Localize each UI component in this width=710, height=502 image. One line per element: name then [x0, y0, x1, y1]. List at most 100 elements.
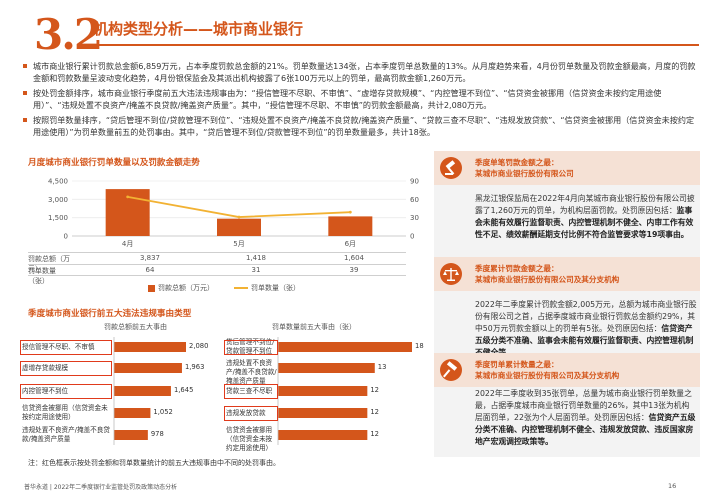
highlight-box: [224, 383, 278, 399]
bar: [217, 218, 261, 236]
table-row: 罚单数量（张） 64 31 39: [28, 264, 406, 285]
table-cell: 1,418: [245, 254, 267, 262]
hbar: [114, 386, 171, 396]
hbar-value: 12: [370, 408, 379, 416]
legend-label: 罚款总额（万元）: [158, 284, 214, 292]
card-title: 季度罚单累计数量之最： 某城市商业银行股份有限公司及其分支机构: [475, 360, 620, 380]
x-tick-label: 6月: [345, 240, 356, 248]
bullet-item: 按处罚金额排序，城市商业银行季度前五大违法违规事由为：“授信管理不尽职、不审慎”…: [22, 87, 697, 111]
bullet-item: 城市商业银行累计罚款总金额6,859万元，占本季度罚款总金额的21%。罚单数量达…: [22, 60, 697, 84]
legend-swatch-bar: [148, 284, 155, 292]
highlight-box: [224, 339, 278, 355]
table-cell: 31: [251, 266, 261, 274]
hbar-category-label: 贷后管理不到位/贷款管理不到位: [226, 338, 275, 355]
hbar-value: 1,645: [173, 386, 194, 394]
card-body: 黑龙江银保监局在2022年4月向某城市商业银行股份有限公司披露了1,260万元的…: [475, 193, 697, 241]
card-body-text: 2022年二季度收到35张罚单，总量为城市商业银行罚单数量之最，占据季度城市商业…: [475, 389, 692, 422]
card-body-text: 黑龙江银保监局在2022年4月向某城市商业银行股份有限公司披露了1,260万元的…: [475, 194, 695, 215]
footer: 普华永道 | 2022年二季度银行业监管处罚及政策动态分析: [24, 484, 178, 491]
y2-tick-label: 0: [410, 233, 414, 241]
hbar-category-label: 信贷资金被挪用（信贷资金未按约定用途使用）: [226, 426, 273, 452]
card-body-bold: 监事会未能有效履行监督职责、内控管理机制不健全、内审工作有效性不足、绩效薪酬延期…: [475, 206, 694, 239]
highlight-box: [20, 360, 112, 376]
section-number: 3.2: [34, 10, 103, 59]
left-hbar-title: 罚款总额前五大事由: [104, 323, 167, 331]
monthly-chart-title: 月度城市商业银行罚单数量以及罚款金额走势: [28, 158, 200, 168]
y2-tick-label: 30: [410, 214, 419, 222]
hbar-value: 12: [370, 430, 379, 438]
page-title: 机构类型分析——城市商业银行: [93, 20, 304, 38]
y2-tick-label: 60: [410, 196, 419, 204]
header-underline: [93, 44, 699, 46]
hbar-value: 1,052: [153, 408, 173, 416]
table-cell: 3,837: [139, 254, 161, 262]
table-cell: 39: [349, 266, 359, 274]
card-body-bold: 信贷资产五级分类不准确、内控管理机制不健全、违规发放贷款、违反国家房地产宏观调控…: [475, 413, 696, 446]
hbar-category-label: 贷款三查不尽职: [226, 386, 273, 395]
bullet-item: 按照罚单数量排序，“贷后管理不到位/贷款管理不到位”、“违规处置不良资产/掩盖不…: [22, 114, 697, 138]
hbar-category-label: 违规发放贷款: [226, 408, 266, 417]
hbar: [278, 342, 412, 352]
x-tick-label: 5月: [233, 240, 244, 248]
hbar-value: 13: [377, 363, 387, 371]
y-tick-label: 0: [64, 233, 68, 241]
row-label-amount: 罚款总额（万元）: [28, 255, 70, 273]
x-tick-label: 4月: [122, 240, 133, 248]
highlight-box: [20, 383, 112, 399]
table-cell: 64: [145, 266, 155, 274]
y-tick-label: 3,000: [48, 196, 68, 204]
hbar: [114, 363, 182, 373]
card-body-text: 2022年二季度累计罚款金额2,005万元，总额为城市商业银行股份有限公司之首，…: [475, 300, 697, 333]
card-header: [434, 151, 700, 185]
hbar-category-label: 内控管理不到位: [22, 386, 69, 395]
footnote: 注：红色框表示按处罚金额和罚单数量统计的前五大违规事由中不同的处罚事由。: [28, 459, 280, 467]
card-body: 2022年二季度收到35张罚单，总量为城市商业银行罚单数量之最，占据季度城市商业…: [475, 388, 697, 448]
page-header: 3.2 机构类型分析——城市商业银行: [0, 0, 710, 59]
gavel-icon: [440, 157, 462, 179]
right-hbar-title: 罚单数量前五大事由（张）: [272, 323, 356, 331]
legend-count: 罚单数量（张）: [234, 283, 300, 293]
legend-swatch-line: [234, 287, 248, 289]
hbar: [114, 430, 148, 440]
card-body-bold: 信贷资产五级分类不准确、监事会未能有效履行监督职责、内控管理机制不健全等。: [475, 324, 694, 357]
summary-bullets: 城市商业银行累计罚款总金额6,859万元，占本季度罚款总金额的21%。罚单数量达…: [22, 60, 697, 141]
line-point: [348, 210, 352, 214]
line-point: [126, 195, 130, 199]
legend-label: 罚单数量（张）: [251, 284, 300, 292]
hbar: [114, 342, 186, 352]
hbar-value: 2,080: [189, 342, 209, 350]
card-header: [434, 353, 700, 387]
page-number: 16: [668, 482, 677, 490]
card-body: 2022年二季度累计罚款金额2,005万元，总额为城市商业银行股份有限公司之首，…: [475, 299, 697, 359]
hbar: [278, 363, 375, 373]
hbar-value: 1,963: [184, 363, 205, 371]
card-title: 季度单笔罚款金额之最： 某城市商业银行股份有限公司: [475, 158, 574, 178]
table-cell: 1,604: [343, 254, 365, 262]
hbar-value: 12: [370, 386, 379, 394]
highlights-panel: [434, 151, 700, 457]
hammer-icon: [440, 359, 462, 381]
scales-icon: [440, 263, 462, 285]
card-header: [434, 257, 700, 291]
hbar-category-label: 信贷资金被挪用（信贷资金未按约定用途使用）: [22, 404, 108, 421]
table-row: 罚款总额（万元） 3,837 1,418 1,604: [28, 252, 406, 273]
card-title: 季度累计罚款金额之最： 某城市商业银行股份有限公司及其分支机构: [475, 264, 620, 284]
highlight-box: [224, 405, 278, 421]
hbar-value: 18: [415, 342, 424, 350]
hbar-category-label: 虚增存贷款规模: [22, 363, 69, 372]
legend-amount: 罚款总额（万元）: [148, 283, 214, 293]
hbar: [278, 430, 368, 440]
hbar-category-label: 授信管理不尽职、不审慎: [22, 342, 95, 351]
y-tick-label: 4,500: [48, 178, 68, 186]
bar: [328, 216, 373, 236]
hbar-category-label: 违规处置不良资产/掩盖不良贷款/掩盖资产质量: [22, 426, 110, 443]
line-point: [237, 215, 241, 219]
hbar-value: 978: [150, 430, 164, 438]
y2-tick-label: 90: [410, 178, 419, 186]
highlight-box: [20, 339, 112, 355]
hbar: [278, 386, 368, 396]
y-tick-label: 1,500: [48, 214, 68, 222]
hbar-category-label: 违规处置不良资产/掩盖不良贷款/掩盖资产质量: [226, 359, 277, 385]
